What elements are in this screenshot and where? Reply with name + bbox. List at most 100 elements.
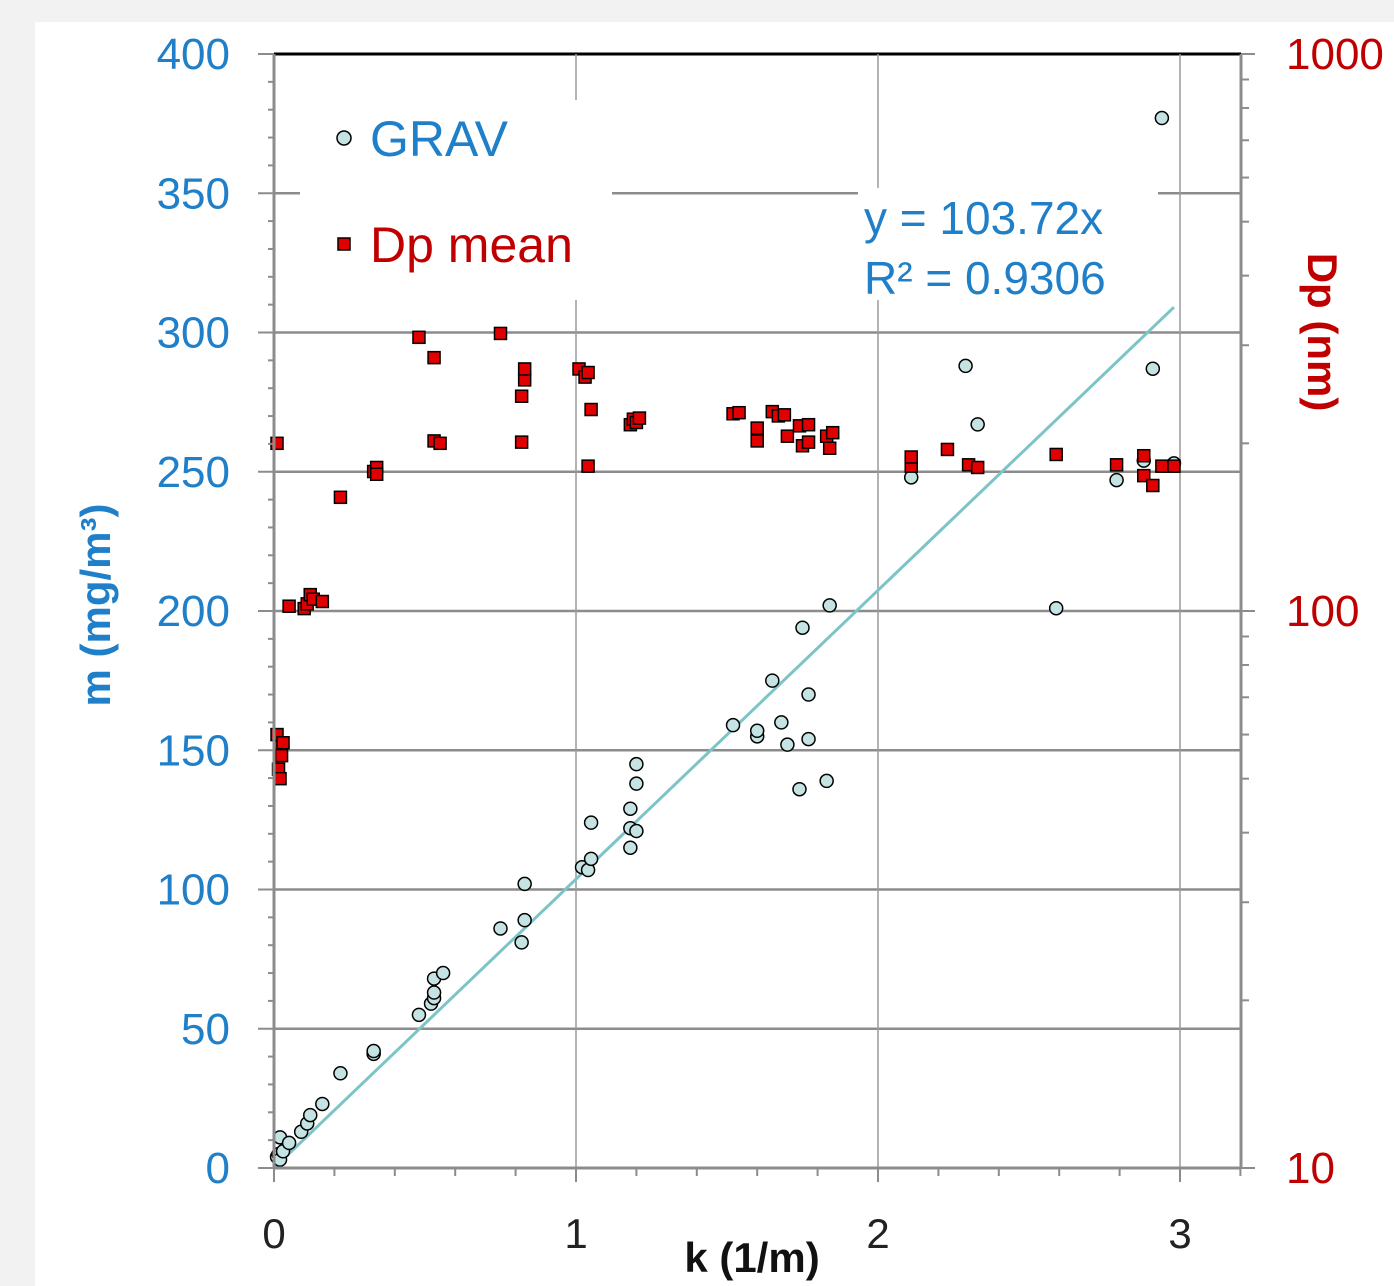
- dp-mean-data-point: [780, 429, 795, 443]
- grav-data-point: [801, 731, 816, 747]
- dp-mean-data-point: [276, 736, 290, 750]
- series-dp-mean: [270, 326, 1181, 786]
- trendline: [272, 306, 1175, 1170]
- tick-labels: 0 50 100 150 200 250 300 350 400 10 100 1000 0 1 2 3: [157, 30, 1384, 1257]
- x-tick-label: 0: [262, 1210, 285, 1257]
- grav-data-point: [514, 935, 529, 950]
- grav-data-point: [366, 1043, 381, 1059]
- grav-data-point: [435, 965, 451, 981]
- dp-mean-data-point: [825, 425, 840, 440]
- dp-mean-data-point: [801, 435, 816, 449]
- dp-mean-data-point: [940, 442, 955, 457]
- dp-mean-data-point: [904, 450, 918, 464]
- y-axis-right-label: Dp (nm): [1299, 253, 1346, 412]
- dp-mean-data-point: [427, 350, 441, 365]
- dp-mean-data-point: [750, 421, 764, 435]
- y-left-tick-label: 350: [157, 169, 230, 218]
- dp-mean-data-point: [970, 460, 985, 475]
- dp-mean-data-point: [274, 748, 289, 763]
- dp-mean-data-point: [632, 411, 647, 425]
- grav-data-point: [411, 1007, 427, 1023]
- dp-mean-data-point: [514, 435, 529, 449]
- grav-data-point: [583, 815, 599, 830]
- dp-mean-data-point: [750, 434, 764, 448]
- chart-panel: 0 50 100 150 200 250 300 350 400 10 100 1000 0 1 2 3 GR…: [35, 22, 1394, 1286]
- dp-mean-data-point: [273, 771, 287, 786]
- y-left-tick-label: 200: [157, 587, 230, 636]
- grav-data-point: [1154, 110, 1170, 126]
- grav-data-point: [725, 717, 741, 733]
- y-right-tick-label: 1000: [1286, 30, 1384, 79]
- y-left-tick-label: 0: [206, 1144, 230, 1193]
- y-left-tick-label: 250: [157, 448, 230, 497]
- grav-data-point: [958, 358, 973, 374]
- x-tick-label: 1: [564, 1210, 587, 1257]
- grav-data-point: [302, 1107, 318, 1123]
- dp-mean-data-point: [282, 599, 296, 613]
- dp-mean-data-point: [1155, 459, 1169, 473]
- dp-mean-data-point: [514, 389, 529, 403]
- dp-mean-data-point: [433, 436, 447, 451]
- dp-mean-data-point: [315, 594, 330, 609]
- grav-data-point: [426, 985, 442, 1000]
- grav-data-point: [583, 851, 599, 867]
- grav-data-point: [315, 1096, 330, 1112]
- grav-data-point: [629, 823, 644, 839]
- dp-mean-data-point: [1146, 478, 1160, 493]
- grav-data-point: [281, 1135, 297, 1151]
- dp-mean-data-point: [822, 441, 837, 455]
- grav-data-point: [629, 776, 644, 791]
- grav-data-point: [795, 620, 810, 635]
- dp-mean-data-point: [1137, 448, 1151, 463]
- dp-mean-data-point: [517, 362, 532, 376]
- trendline-equation: y = 103.72x R² = 0.9306: [858, 188, 1158, 304]
- dp-mean-data-point: [1167, 459, 1181, 473]
- grav-data-point: [629, 756, 644, 772]
- grav-data-point: [970, 417, 985, 432]
- y-right-tick-label: 10: [1286, 1144, 1335, 1193]
- grav-data-point: [623, 801, 638, 816]
- x-axis-label: k (1/m): [684, 1234, 819, 1281]
- grav-data-point: [801, 687, 816, 702]
- grav-data-point: [1145, 361, 1161, 376]
- legend-dp-label: Dp mean: [370, 217, 573, 273]
- trendline-layer: [272, 306, 1175, 1170]
- grav-data-point: [1048, 600, 1064, 616]
- grav-data-point: [333, 1066, 348, 1081]
- grav-data-point: [780, 737, 795, 752]
- dp-mean-data-point: [1049, 447, 1063, 462]
- grav-data-point: [517, 876, 532, 892]
- y-left-tick-label: 100: [157, 866, 230, 915]
- trendline-equation-line-2: R² = 0.9306: [864, 252, 1106, 304]
- dp-mean-data-point: [584, 402, 598, 417]
- trendline-equation-line-1: y = 103.72x: [864, 192, 1103, 244]
- legend: GRAV Dp mean: [300, 100, 612, 300]
- grav-data-point: [819, 773, 834, 789]
- dp-mean-data-point: [581, 459, 595, 473]
- grav-data-point: [749, 723, 765, 739]
- legend-dp-marker: [337, 237, 351, 251]
- dp-mean-data-point: [412, 330, 426, 345]
- x-tick-label: 2: [866, 1210, 889, 1257]
- dp-mean-data-point: [333, 490, 348, 505]
- grav-data-point: [774, 715, 789, 730]
- dp-mean-data-point: [801, 417, 816, 432]
- grav-data-point: [493, 921, 508, 936]
- grav-data-point: [765, 673, 780, 688]
- legend-grav-label: GRAV: [370, 111, 509, 167]
- grav-data-point: [1109, 472, 1124, 488]
- y-right-tick-label: 100: [1286, 587, 1359, 636]
- dp-mean-data-point: [777, 408, 792, 422]
- dp-mean-data-point: [493, 326, 508, 341]
- dp-mean-data-point: [732, 405, 746, 420]
- y-left-tick-label: 400: [157, 30, 230, 79]
- y-left-tick-label: 300: [157, 309, 230, 358]
- scatter-chart: 0 50 100 150 200 250 300 350 400 10 100 1000 0 1 2 3 GR…: [72, 30, 1384, 1281]
- y-axis-left-label: m (mg/m³): [72, 504, 119, 707]
- y-left-tick-label: 50: [181, 1005, 230, 1054]
- legend-grav-marker: [336, 130, 352, 146]
- dp-mean-data-point: [1137, 468, 1151, 483]
- grav-data-point: [792, 781, 807, 797]
- axes: [258, 53, 1255, 1182]
- grav-data-point: [623, 840, 638, 855]
